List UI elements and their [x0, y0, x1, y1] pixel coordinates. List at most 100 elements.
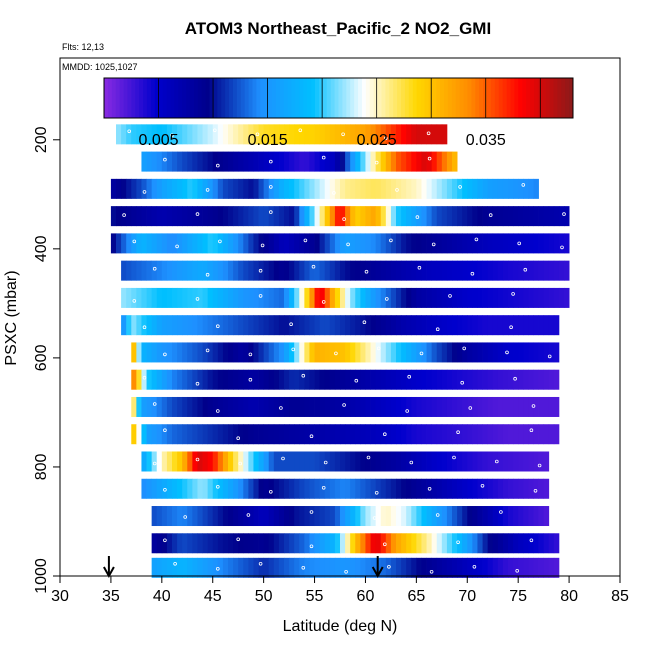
heat-cell — [340, 451, 346, 472]
heat-cell — [319, 451, 326, 472]
heat-cell — [467, 260, 473, 281]
obs-marker — [517, 241, 521, 246]
heat-cell — [370, 396, 377, 417]
heat-cell — [304, 287, 310, 308]
x-tick-label: 50 — [255, 588, 273, 605]
heat-cell — [172, 478, 178, 499]
heat-cell — [446, 557, 453, 578]
heat-cell — [340, 533, 346, 554]
obs-marker — [152, 461, 157, 466]
heat-cell — [345, 206, 351, 227]
colorbar-segment — [197, 78, 203, 118]
obs-marker — [163, 538, 167, 543]
heat-cell — [314, 451, 321, 472]
heat-cell — [233, 478, 239, 499]
heat-cell — [141, 151, 147, 172]
heat-cell — [228, 424, 234, 445]
heat-cell — [380, 557, 387, 578]
heat-cell — [370, 478, 377, 499]
heat-cell — [492, 557, 499, 578]
heat-cell — [508, 287, 514, 308]
heat-cell — [543, 287, 550, 308]
heat-cell — [166, 151, 173, 172]
heat-cell — [502, 506, 509, 527]
heat-cell — [553, 557, 560, 578]
heat-cell — [146, 369, 153, 390]
heat-cell — [156, 124, 163, 145]
y-tick-label: 400 — [33, 235, 50, 262]
x-tick-label: 45 — [204, 588, 222, 605]
heat-cell — [360, 233, 366, 254]
heat-cell — [263, 178, 270, 199]
heat-cell — [528, 424, 534, 445]
heat-cell — [350, 233, 356, 254]
heat-cell — [558, 287, 565, 308]
obs-marker — [236, 537, 241, 542]
heat-cell — [309, 557, 315, 578]
colorbar-segment — [447, 78, 453, 118]
heat-cell — [441, 533, 448, 554]
obs-marker — [488, 213, 493, 217]
heat-cell — [187, 178, 193, 199]
colorbar-segment — [123, 78, 128, 118]
heat-cell — [492, 260, 499, 281]
heat-cell — [243, 233, 249, 254]
heat-cell — [548, 396, 555, 417]
heat-cell — [553, 287, 560, 308]
heat-cell — [401, 206, 407, 227]
heat-cell — [492, 315, 499, 336]
heat-cell — [553, 396, 560, 417]
heat-cell — [187, 396, 193, 417]
heat-cell — [217, 260, 224, 281]
heat-cell — [304, 506, 310, 527]
heat-cell — [284, 260, 290, 281]
heat-cell — [518, 478, 524, 499]
heat-cell — [197, 151, 203, 172]
heat-cell — [513, 178, 519, 199]
heat-cell — [222, 506, 229, 527]
heat-cell — [380, 206, 387, 227]
heat-cell — [177, 506, 183, 527]
heat-cell — [396, 478, 402, 499]
heat-cell — [513, 342, 519, 363]
obs-marker — [407, 374, 412, 379]
heat-cell — [161, 451, 168, 472]
heat-cell — [487, 396, 494, 417]
heat-cell — [538, 287, 545, 308]
heat-cell — [146, 315, 153, 336]
heat-cell — [217, 178, 224, 199]
heat-cell — [131, 178, 137, 199]
heat-cell — [452, 533, 458, 554]
heat-cell — [258, 151, 265, 172]
obs-marker — [372, 516, 377, 520]
plot-frame — [59, 57, 621, 577]
heat-cell — [284, 424, 290, 445]
heat-cell — [350, 287, 356, 308]
colorbar-frame — [103, 77, 574, 119]
heat-cell — [558, 206, 565, 227]
heat-cell — [304, 233, 310, 254]
heat-cell — [172, 151, 178, 172]
heat-cell — [273, 178, 280, 199]
heat-cell — [406, 342, 412, 363]
heat-cell — [304, 178, 310, 199]
heat-cell — [436, 233, 443, 254]
heat-cell — [441, 151, 448, 172]
heat-cell — [487, 451, 494, 472]
heat-cell — [238, 533, 244, 554]
heat-cell — [273, 151, 280, 172]
heat-cell — [360, 342, 366, 363]
heat-cell — [177, 315, 183, 336]
heat-cell — [513, 260, 519, 281]
heat-cell — [482, 206, 489, 227]
heat-cell — [233, 557, 239, 578]
heat-cell — [309, 451, 315, 472]
heat-cell — [334, 178, 341, 199]
heat-cell — [202, 260, 209, 281]
colorbar-segment — [522, 78, 527, 118]
colorbar-segment — [291, 78, 296, 118]
heat-cell — [207, 287, 214, 308]
heat-cell — [472, 533, 478, 554]
heat-cell — [421, 478, 427, 499]
heat-cell — [177, 342, 183, 363]
